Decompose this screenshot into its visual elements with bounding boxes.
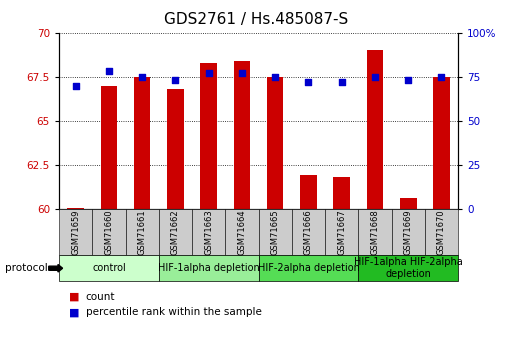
- Bar: [167, 89, 184, 209]
- Text: HIF-1alpha HIF-2alpha
depletion: HIF-1alpha HIF-2alpha depletion: [354, 257, 463, 279]
- Text: ■: ■: [69, 292, 80, 302]
- Point: [304, 79, 312, 85]
- Text: GSM71670: GSM71670: [437, 209, 446, 255]
- Point: [138, 74, 146, 79]
- Point: [205, 70, 213, 76]
- Point: [71, 83, 80, 88]
- Text: HIF-1alpha depletion: HIF-1alpha depletion: [158, 263, 260, 273]
- Point: [171, 78, 180, 83]
- Bar: [400, 198, 417, 209]
- Bar: [433, 77, 450, 209]
- Point: [271, 74, 279, 79]
- Bar: [201, 63, 217, 209]
- Bar: [101, 86, 117, 209]
- Bar: [233, 61, 250, 209]
- Bar: [367, 50, 383, 209]
- Text: ■: ■: [69, 307, 80, 317]
- Text: GSM71667: GSM71667: [337, 209, 346, 255]
- Text: GDS2761 / Hs.485087-S: GDS2761 / Hs.485087-S: [164, 12, 349, 27]
- Text: GSM71661: GSM71661: [137, 209, 147, 255]
- Text: GSM71668: GSM71668: [370, 209, 380, 255]
- Text: HIF-2alpha depletion: HIF-2alpha depletion: [258, 263, 360, 273]
- Text: GSM71669: GSM71669: [404, 209, 413, 255]
- Bar: [333, 177, 350, 209]
- Text: GSM71662: GSM71662: [171, 209, 180, 255]
- Point: [338, 79, 346, 85]
- Text: GSM71664: GSM71664: [238, 209, 246, 255]
- Text: GSM71660: GSM71660: [104, 209, 113, 255]
- Text: count: count: [86, 292, 115, 302]
- Text: percentile rank within the sample: percentile rank within the sample: [86, 307, 262, 317]
- Point: [438, 74, 446, 79]
- Text: GSM71665: GSM71665: [271, 209, 280, 255]
- Point: [105, 69, 113, 74]
- Text: GSM71659: GSM71659: [71, 209, 80, 255]
- Point: [404, 78, 412, 83]
- Bar: [67, 208, 84, 209]
- Text: control: control: [92, 263, 126, 273]
- Bar: [300, 175, 317, 209]
- Point: [238, 70, 246, 76]
- Text: GSM71666: GSM71666: [304, 209, 313, 255]
- Bar: [134, 77, 150, 209]
- Point: [371, 74, 379, 79]
- Text: GSM71663: GSM71663: [204, 209, 213, 255]
- Text: protocol: protocol: [5, 263, 48, 273]
- Bar: [267, 77, 284, 209]
